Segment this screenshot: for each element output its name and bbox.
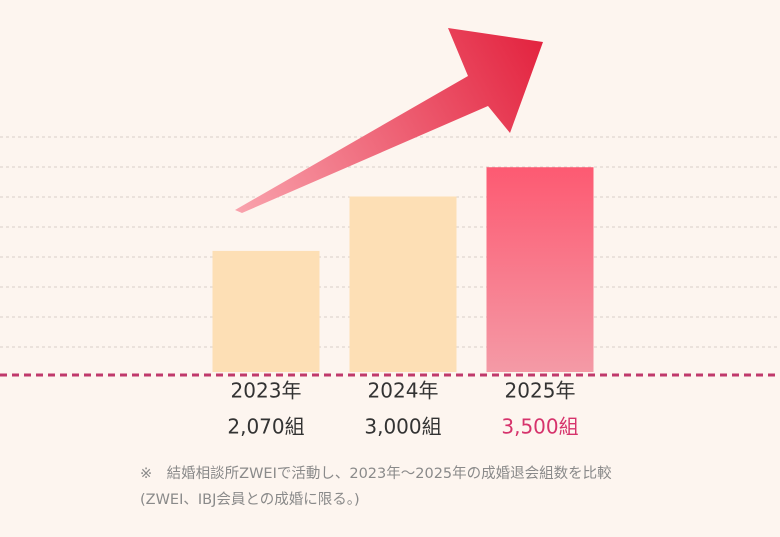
bar bbox=[212, 250, 320, 372]
category-label: 2023年 bbox=[231, 379, 302, 403]
footnote: ※ 結婚相談所ZWEIで活動し、2023年〜2025年の成婚退会組数を比較 bbox=[140, 464, 612, 482]
value-label: 2,070組 bbox=[227, 415, 304, 439]
category-label: 2024年 bbox=[368, 379, 439, 403]
trend-arrow bbox=[235, 28, 543, 213]
bar bbox=[486, 167, 594, 372]
footnote: (ZWEI、IBJ会員との成婚に限る。) bbox=[140, 491, 360, 508]
value-label: 3,000組 bbox=[364, 415, 441, 439]
value-label: 3,500組 bbox=[501, 415, 578, 439]
bars bbox=[212, 167, 594, 372]
bar bbox=[349, 196, 457, 372]
category-label: 2025年 bbox=[505, 379, 576, 403]
